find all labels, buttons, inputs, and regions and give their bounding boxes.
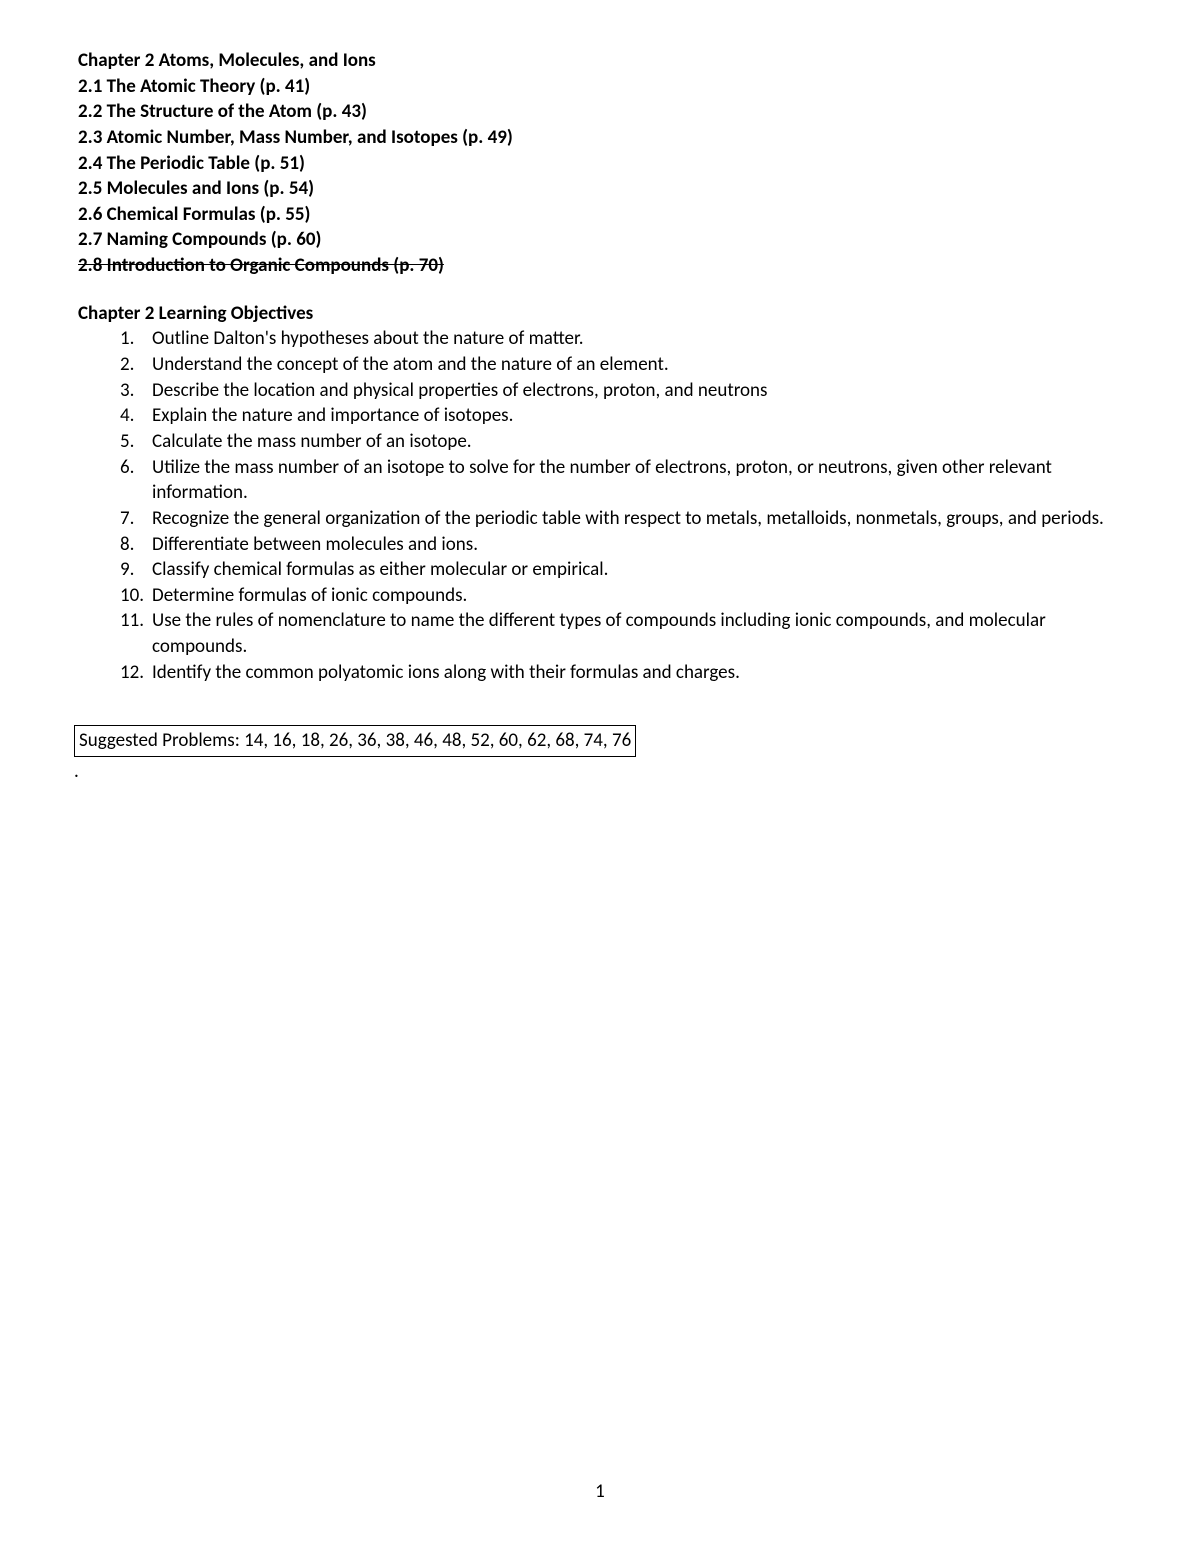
objective-text: Describe the location and physical prope…: [152, 379, 767, 402]
objective-number: 2.: [120, 352, 134, 378]
objective-number: 7.: [120, 506, 134, 532]
objective-item: 6. Utilize the mass number of an isotope …: [78, 455, 1122, 506]
objective-item: 1. Outline Dalton's hypotheses about the …: [78, 326, 1122, 352]
objective-item: 11. Use the rules of nomenclature to name…: [78, 608, 1122, 659]
objective-text: Use the rules of nomenclature to name th…: [152, 609, 1046, 658]
objective-number: 9.: [120, 557, 134, 583]
section-line: 2.5 Molecules and Ions (p. 54): [78, 176, 1122, 202]
objective-number: 12.: [120, 660, 144, 686]
chapter-title: Chapter 2 Atoms, Molecules, and Ions: [78, 48, 1122, 74]
objective-item: 12. Identify the common polyatomic ions a…: [78, 660, 1122, 686]
objective-text: Classify chemical formulas as either mol…: [152, 558, 608, 581]
objective-number: 4.: [120, 403, 134, 429]
objective-number: 11.: [120, 608, 144, 634]
objective-item: 3. Describe the location and physical pro…: [78, 378, 1122, 404]
objective-item: 9. Classify chemical formulas as either m…: [78, 557, 1122, 583]
objective-item: 2. Understand the concept of the atom and…: [78, 352, 1122, 378]
objective-text: Utilize the mass number of an isotope to…: [152, 456, 1052, 505]
objective-item: 10. Determine formulas of ionic compounds…: [78, 583, 1122, 609]
section-line: 2.8 Introduction to Organic Compounds (p…: [78, 253, 1122, 279]
objective-number: 6.: [120, 455, 134, 481]
section-line: 2.1 The Atomic Theory (p. 41): [78, 74, 1122, 100]
objective-number: 3.: [120, 378, 134, 404]
section-line: 2.2 The Structure of the Atom (p. 43): [78, 99, 1122, 125]
suggested-problems-box: Suggested Problems: 14, 16, 18, 26, 36, …: [74, 725, 636, 757]
objective-text: Determine formulas of ionic compounds.: [152, 584, 467, 607]
objectives-title: Chapter 2 Learning Objectives: [78, 301, 1122, 327]
section-line: 2.3 Atomic Number, Mass Number, and Isot…: [78, 125, 1122, 151]
objectives-list: 1. Outline Dalton's hypotheses about the …: [78, 326, 1122, 685]
objective-text: Outline Dalton's hypotheses about the na…: [152, 327, 584, 350]
objective-text: Identify the common polyatomic ions alon…: [152, 661, 740, 684]
objective-item: 7. Recognize the general organization of …: [78, 506, 1122, 532]
objective-number: 1.: [120, 326, 134, 352]
objective-item: 8. Differentiate between molecules and io…: [78, 532, 1122, 558]
objective-text: Explain the nature and importance of iso…: [152, 404, 513, 427]
objective-number: 8.: [120, 532, 134, 558]
objective-text: Calculate the mass number of an isotope.: [152, 430, 472, 453]
objective-item: 4. Explain the nature and importance of i…: [78, 403, 1122, 429]
section-line: 2.4 The Periodic Table (p. 51): [78, 151, 1122, 177]
section-line: 2.6 Chemical Formulas (p. 55): [78, 202, 1122, 228]
objective-text: Understand the concept of the atom and t…: [152, 353, 669, 376]
objective-number: 5.: [120, 429, 134, 455]
stray-dot: .: [74, 759, 1122, 785]
page-number: 1: [0, 1479, 1200, 1505]
suggested-problems-text: Suggested Problems: 14, 16, 18, 26, 36, …: [79, 729, 631, 752]
objective-text: Recognize the general organization of th…: [152, 507, 1104, 530]
section-line: 2.7 Naming Compounds (p. 60): [78, 227, 1122, 253]
objective-item: 5. Calculate the mass number of an isotop…: [78, 429, 1122, 455]
objective-number: 10.: [120, 583, 144, 609]
objective-text: Differentiate between molecules and ions…: [152, 533, 478, 556]
chapter-sections: 2.1 The Atomic Theory (p. 41)2.2 The Str…: [78, 74, 1122, 279]
